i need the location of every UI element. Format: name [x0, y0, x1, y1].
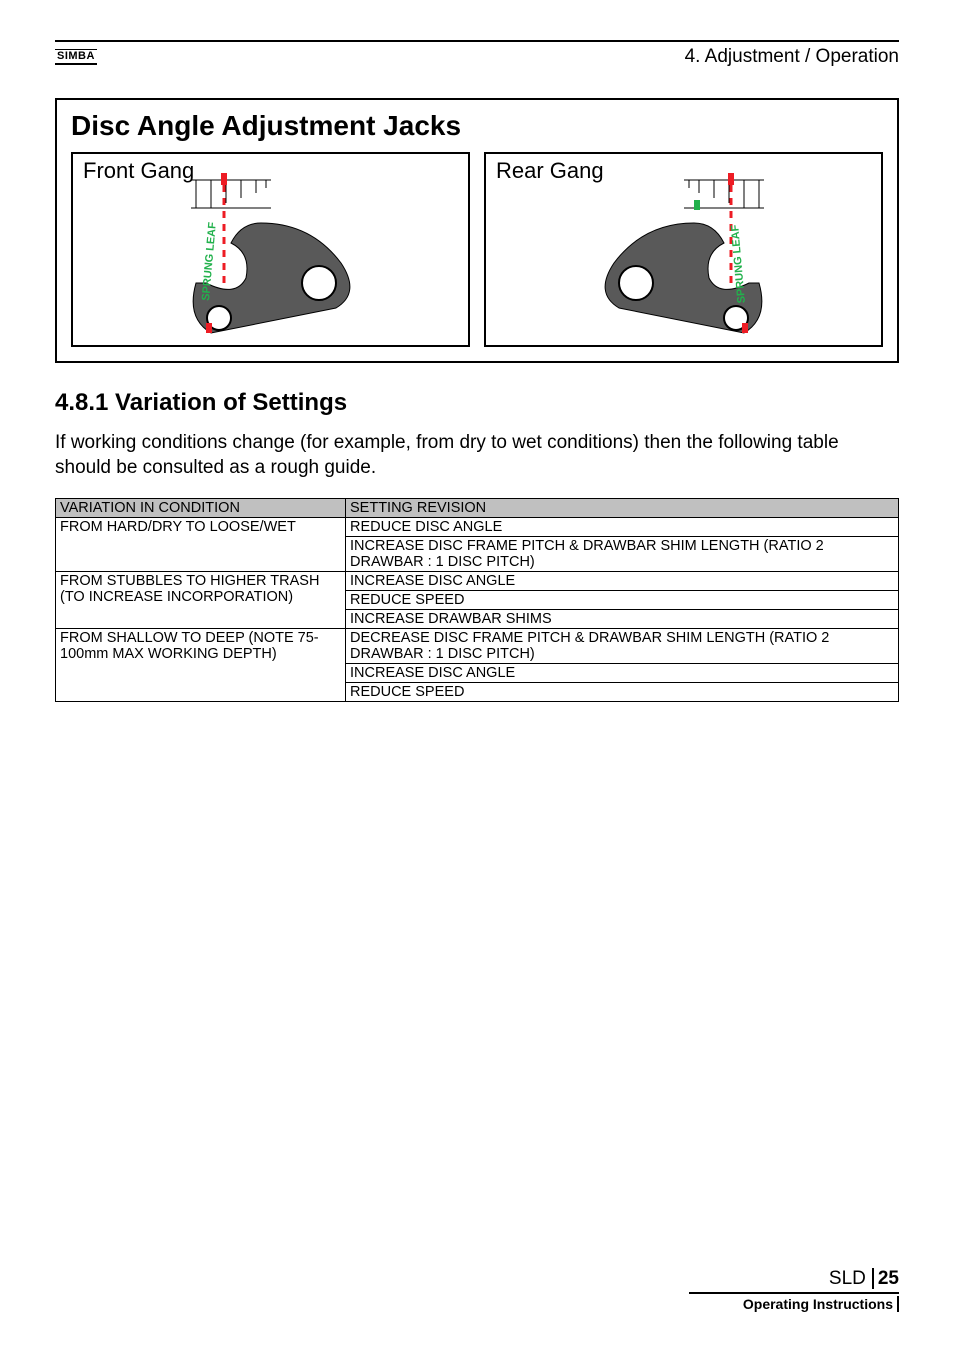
jacks-box: Disc Angle Adjustment Jacks Front Gang	[55, 98, 899, 363]
section-481-heading: 4.8.1 Variation of Settings	[55, 389, 899, 417]
table-cell: REDUCE SPEED	[346, 591, 899, 610]
table-cell: SETTING REVISION	[346, 499, 899, 518]
footer-sub-text: Operating Instructions	[743, 1296, 893, 1312]
footer-page: 25	[878, 1268, 899, 1289]
footer-sub: Operating Instructions	[689, 1296, 899, 1312]
header-rule	[55, 40, 899, 42]
front-marker-bottom	[206, 323, 212, 333]
rear-gang-diagram: SPRUNG LEAF	[574, 168, 794, 348]
table-cell: FROM HARD/DRY TO LOOSE/WET	[56, 518, 346, 572]
footer-top: SLD25	[689, 1268, 899, 1290]
rear-marker-green	[694, 200, 700, 210]
table-row: FROM STUBBLES TO HIGHER TRASH (TO INCREA…	[56, 572, 899, 591]
footer: SLD25 Operating Instructions	[689, 1268, 899, 1312]
section-481-para: If working conditions change (for exampl…	[55, 431, 899, 480]
table-cell: INCREASE DISC ANGLE	[346, 664, 899, 683]
front-gang-cell: Front Gang	[71, 152, 470, 347]
table-row: FROM HARD/DRY TO LOOSE/WETREDUCE DISC AN…	[56, 518, 899, 537]
header-section-title: 4. Adjustment / Operation	[685, 46, 899, 68]
table-cell: REDUCE DISC ANGLE	[346, 518, 899, 537]
jacks-title: Disc Angle Adjustment Jacks	[71, 110, 883, 142]
table-cell: REDUCE SPEED	[346, 683, 899, 702]
rear-gang-cell: Rear Gang	[484, 152, 883, 347]
table-cell: INCREASE DRAWBAR SHIMS	[346, 610, 899, 629]
table-cell: DECREASE DISC FRAME PITCH & DRAWBAR SHIM…	[346, 629, 899, 664]
footer-line	[689, 1292, 899, 1294]
gang-row: Front Gang	[71, 152, 883, 347]
rear-marker-top	[728, 173, 734, 185]
brand-logo: SIMBA	[55, 49, 97, 65]
table-cell: VARIATION IN CONDITION	[56, 499, 346, 518]
variation-table: VARIATION IN CONDITIONSETTING REVISIONFR…	[55, 498, 899, 702]
table-row: FROM SHALLOW TO DEEP (NOTE 75-100mm MAX …	[56, 629, 899, 664]
table-cell: FROM STUBBLES TO HIGHER TRASH (TO INCREA…	[56, 572, 346, 629]
table-row: VARIATION IN CONDITIONSETTING REVISION	[56, 499, 899, 518]
front-gang-diagram: SPRUNG LEAF	[161, 168, 381, 348]
header-row: SIMBA 4. Adjustment / Operation	[55, 46, 899, 68]
rear-marker-bottom	[742, 323, 748, 333]
footer-doc: SLD	[829, 1268, 874, 1289]
front-marker-top	[221, 173, 227, 185]
table-cell: INCREASE DISC FRAME PITCH & DRAWBAR SHIM…	[346, 537, 899, 572]
table-cell: INCREASE DISC ANGLE	[346, 572, 899, 591]
brand-top: SIMBA	[55, 49, 97, 65]
table-cell: FROM SHALLOW TO DEEP (NOTE 75-100mm MAX …	[56, 629, 346, 702]
